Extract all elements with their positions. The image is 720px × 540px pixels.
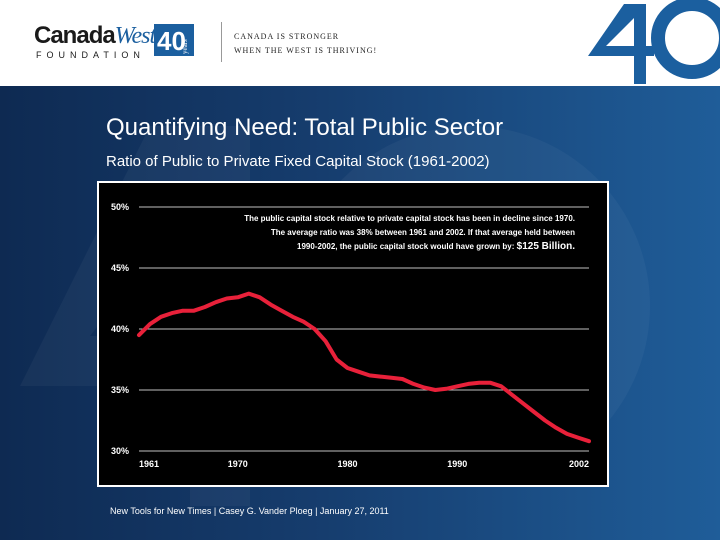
x-tick-label: 2002 <box>569 459 589 469</box>
logo: CanadaWest <box>34 22 156 50</box>
logo-foundation: FOUNDATION <box>36 50 145 60</box>
data-point-1977 <box>313 327 317 331</box>
annotation-line-3-text: 1990-2002, the public capital stock woul… <box>297 242 517 251</box>
data-point-1971 <box>247 292 251 296</box>
x-tick-label: 1990 <box>447 459 467 469</box>
data-point-1979 <box>335 358 339 361</box>
data-point-1997 <box>532 410 536 414</box>
series-line-0 <box>137 291 591 444</box>
data-point-1970 <box>236 295 240 299</box>
data-point-1990 <box>455 384 459 388</box>
tagline-line-2: WHEN THE WEST IS THRIVING! <box>234 46 378 55</box>
data-point-2002 <box>587 439 591 443</box>
data-point-1972 <box>258 295 262 299</box>
data-point-1996 <box>521 401 525 405</box>
data-point-1973 <box>269 303 273 307</box>
chart-annotation: The public capital stock relative to pri… <box>244 214 575 252</box>
data-point-1978 <box>324 339 328 343</box>
data-point-1999 <box>554 426 558 430</box>
data-point-1964 <box>170 311 174 315</box>
data-point-1984 <box>389 376 393 380</box>
data-point-1989 <box>444 387 448 391</box>
annotation-highlight: $125 Billion. <box>517 241 576 252</box>
anniversary-40-icon: 40 years <box>154 24 194 56</box>
data-point-1965 <box>181 309 185 313</box>
y-tick-label: 40% <box>111 324 129 334</box>
tagline-line-1: CANADA IS STRONGER <box>234 32 340 41</box>
logo-west: West <box>114 23 156 49</box>
data-point-1969 <box>225 297 229 300</box>
y-tick-label: 30% <box>111 446 129 456</box>
annotation-line-1: The public capital stock relative to pri… <box>244 214 575 223</box>
data-point-1983 <box>378 375 382 379</box>
chart-frame: 30% 35% 40% 45% 50% 1961 1970 1980 1990 2002 The … <box>97 181 609 487</box>
annotation-line-2: The average ratio was 38% between 1961 a… <box>271 228 575 237</box>
data-point-1975 <box>291 315 295 319</box>
header-bar: CanadaWest FOUNDATION 40 years CANADA IS… <box>0 0 720 86</box>
x-tick-label: 1970 <box>228 459 248 469</box>
data-point-1980 <box>346 366 350 370</box>
data-point-1994 <box>499 384 503 388</box>
data-point-1992 <box>477 381 481 385</box>
logo-canada: Canada <box>34 22 116 49</box>
chart-background <box>99 183 607 485</box>
data-point-1963 <box>159 315 163 319</box>
data-point-1966 <box>192 309 196 313</box>
data-point-2001 <box>576 436 580 440</box>
data-point-1981 <box>357 370 361 374</box>
data-point-1974 <box>280 309 284 313</box>
data-point-1976 <box>302 320 306 324</box>
data-point-1968 <box>214 300 218 304</box>
data-point-1987 <box>422 386 426 390</box>
data-point-1991 <box>466 382 470 386</box>
logo-years: years <box>181 39 189 54</box>
data-point-1982 <box>367 373 371 377</box>
annotation-line-3: 1990-2002, the public capital stock woul… <box>297 241 575 252</box>
data-point-1967 <box>203 305 207 309</box>
slide-subtitle: Ratio of Public to Private Fixed Capital… <box>106 153 490 170</box>
line-chart: 30% 35% 40% 45% 50% 1961 1970 1980 1990 2002 The … <box>99 183 607 485</box>
header-divider <box>221 22 222 62</box>
tagline: CANADA IS STRONGER WHEN THE WEST IS THRI… <box>234 30 377 58</box>
footer-text: New Tools for New Times | Casey G. Vande… <box>110 506 389 516</box>
data-point-1985 <box>400 377 404 381</box>
svg-text:40: 40 <box>157 26 186 56</box>
y-tick-label: 50% <box>111 202 129 212</box>
data-point-1988 <box>433 388 437 392</box>
x-tick-label: 1980 <box>338 459 358 469</box>
data-point-1995 <box>510 393 514 397</box>
slide-title: Quantifying Need: Total Public Sector <box>106 114 504 141</box>
big-40-graphic <box>588 0 720 84</box>
data-point-1998 <box>543 419 547 422</box>
data-point-1961 <box>137 333 141 337</box>
data-point-1962 <box>148 322 152 326</box>
data-point-2000 <box>565 432 569 436</box>
data-point-1986 <box>411 382 415 386</box>
y-tick-label: 45% <box>111 263 129 273</box>
x-tick-label: 1961 <box>139 459 159 469</box>
data-point-1993 <box>488 381 492 385</box>
y-tick-label: 35% <box>111 385 129 395</box>
